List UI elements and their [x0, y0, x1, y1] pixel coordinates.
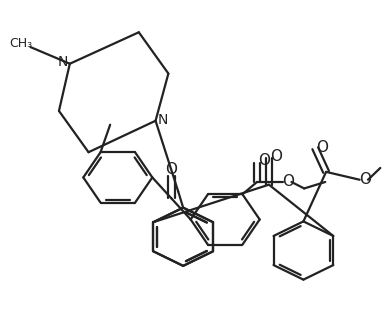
Text: N: N — [58, 55, 68, 69]
Text: O: O — [359, 172, 371, 187]
Text: N: N — [158, 113, 168, 127]
Text: O: O — [165, 162, 177, 177]
Text: O: O — [282, 173, 294, 189]
Text: O: O — [258, 153, 270, 168]
Text: O: O — [316, 140, 328, 155]
Text: O: O — [270, 149, 282, 164]
Text: CH₃: CH₃ — [9, 37, 32, 50]
